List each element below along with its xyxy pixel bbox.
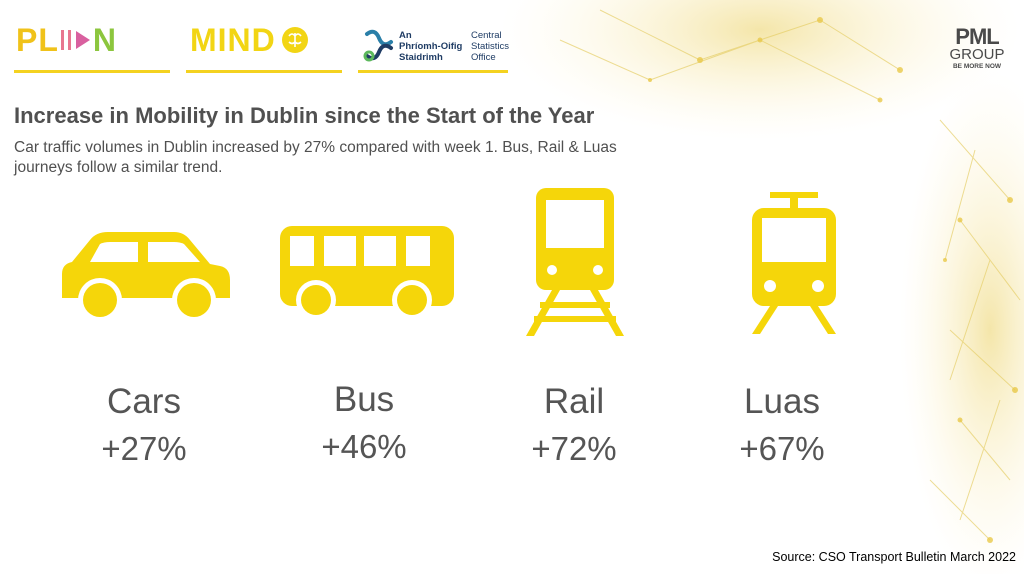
plan-logo-text-end: N	[92, 22, 117, 58]
cars-label: Cars	[107, 382, 181, 421]
cso-logo-underline	[358, 70, 508, 73]
cso-english-name: Central Statistics Office	[471, 30, 509, 63]
luas-value: +67%	[739, 430, 825, 467]
tram-icon	[752, 192, 836, 334]
mind-logo-text: MIND	[190, 22, 276, 58]
pml-logo-line2: GROUP	[949, 46, 1005, 63]
brain-icon	[281, 27, 308, 53]
bus-value: +46%	[321, 428, 407, 465]
cars-value: +27%	[101, 430, 187, 467]
cso-irish-name: An Phríomh-Oifig Staidrimh	[399, 30, 462, 63]
cso-english-line-3: Office	[471, 52, 496, 63]
bus-icon	[280, 226, 454, 320]
luas-label: Luas	[744, 382, 820, 421]
cso-english-line-1: Central	[471, 30, 502, 41]
cso-irish-line-2: Phríomh-Oifig	[399, 41, 463, 52]
play-icon	[60, 30, 90, 50]
pml-logo-line1: PML	[955, 24, 999, 49]
page-title: Increase in Mobility in Dublin since the…	[14, 103, 595, 128]
plan-logo-underline	[14, 70, 170, 73]
bus-label: Bus	[333, 380, 395, 419]
source-citation: Source: CSO Transport Bulletin March 202…	[772, 550, 1016, 564]
cso-logo-icon	[363, 29, 393, 62]
car-icon	[62, 232, 230, 322]
plan-logo: PL N	[16, 22, 117, 59]
mind-logo-underline	[186, 70, 342, 73]
page-subtitle: Car traffic volumes in Dublin increased …	[14, 139, 617, 176]
train-icon	[526, 188, 624, 336]
rail-value: +72%	[531, 430, 617, 467]
pml-logo-tagline: BE MORE NOW	[952, 63, 1002, 70]
pml-group-logo: PML GROUP BE MORE NOW	[944, 26, 1010, 72]
cso-irish-line-1: An	[399, 30, 412, 41]
mind-logo: MIND	[190, 22, 310, 59]
cso-english-line-2: Statistics	[471, 41, 510, 52]
cso-irish-line-3: Staidrimh	[399, 52, 443, 63]
rail-label: Rail	[543, 382, 605, 421]
plan-logo-text-start: PL	[16, 22, 59, 58]
